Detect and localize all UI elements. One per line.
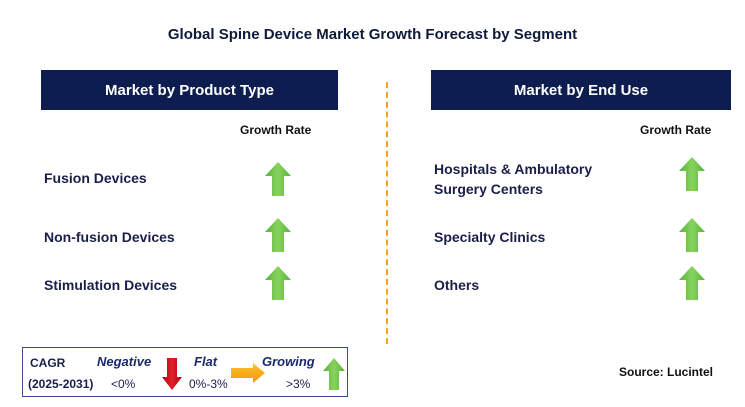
legend-flat-label: Flat: [194, 354, 218, 369]
legend-cagr-label: CAGR: [30, 356, 66, 370]
up-arrow-icon: [679, 218, 705, 252]
legend-growing-range: >3%: [286, 377, 311, 391]
down-arrow-icon: [162, 358, 182, 390]
legend-period: (2025-2031): [28, 377, 94, 391]
product-type-header: Market by Product Type: [41, 70, 338, 110]
segment-specialty-clinics: Specialty Clinics: [434, 229, 546, 245]
up-arrow-icon: [265, 266, 291, 300]
cagr-legend: CAGR (2025-2031) Negative <0% Flat 0%-3%…: [22, 347, 348, 397]
right-arrow-icon: [231, 363, 265, 383]
segment-non-fusion-devices: Non-fusion Devices: [44, 229, 175, 245]
panel-divider: [386, 82, 388, 344]
legend-flat-range: 0%-3%: [189, 377, 228, 391]
end-use-header: Market by End Use: [431, 70, 731, 110]
up-arrow-icon: [265, 218, 291, 252]
segment-others: Others: [434, 277, 480, 293]
legend-growing-label: Growing: [262, 354, 315, 369]
end-use-growth-rate-label: Growth Rate: [640, 123, 712, 137]
legend-negative-label: Negative: [97, 354, 152, 369]
legend-negative-range: <0%: [111, 377, 136, 391]
up-arrow-icon: [265, 162, 291, 196]
source-note: Source: Lucintel: [619, 365, 714, 379]
up-arrow-icon: [679, 266, 705, 300]
product-growth-rate-label: Growth Rate: [240, 123, 312, 137]
up-arrow-icon: [323, 358, 345, 390]
segment-fusion-devices: Fusion Devices: [44, 170, 147, 186]
chart-title: Global Spine Device Market Growth Foreca…: [167, 26, 578, 43]
segment-hospitals-ambulatory: Hospitals & Ambulatory Surgery Centers: [434, 161, 593, 197]
up-arrow-icon: [679, 157, 705, 191]
segment-stimulation-devices: Stimulation Devices: [44, 277, 178, 293]
